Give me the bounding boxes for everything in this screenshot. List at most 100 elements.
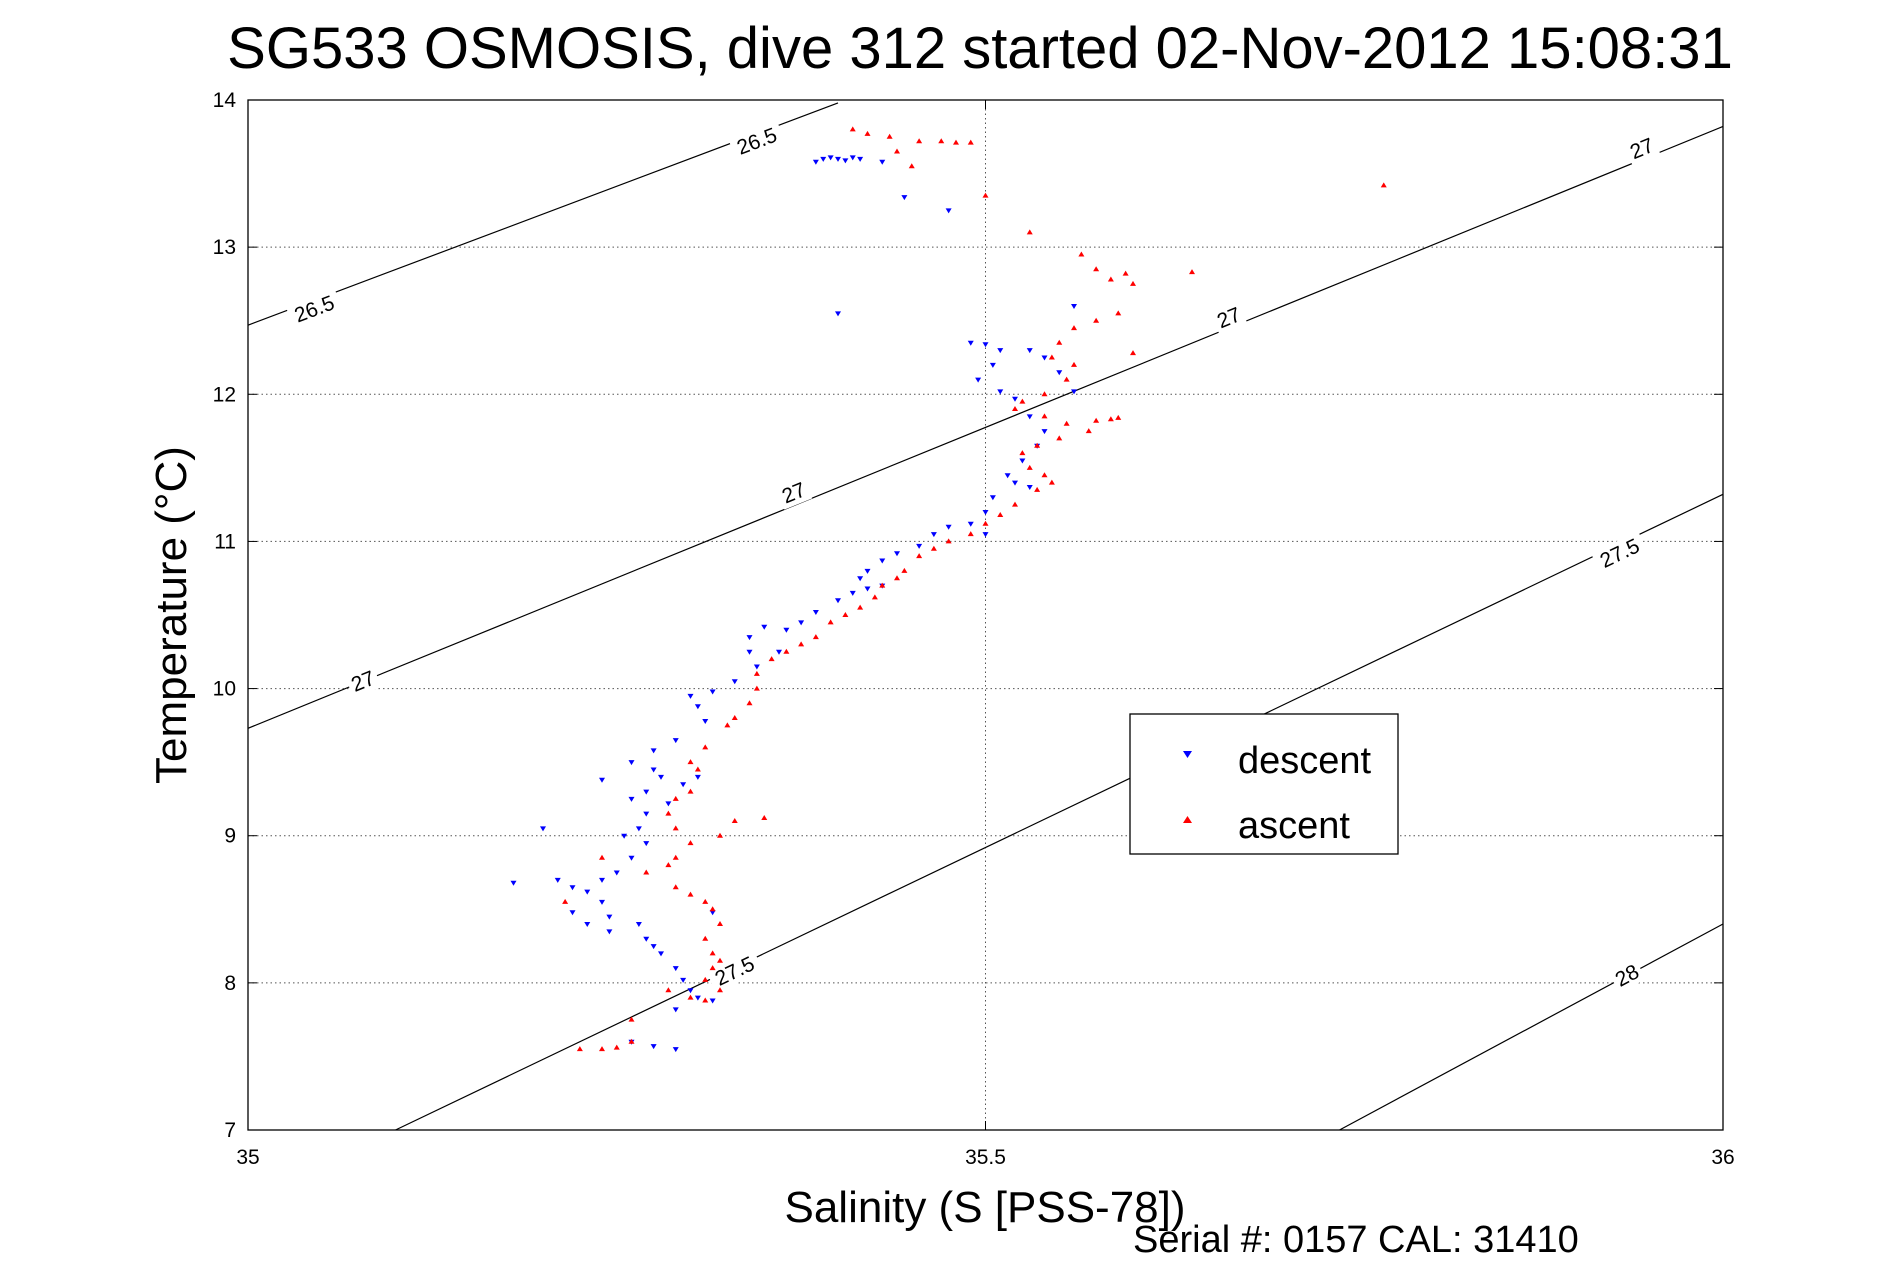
- ascent-point: [768, 656, 775, 662]
- ascent-point: [938, 138, 945, 144]
- descent-point: [731, 679, 738, 685]
- descent-point: [864, 586, 871, 592]
- ascent-point: [702, 997, 709, 1003]
- y-tick-label: 8: [224, 972, 236, 995]
- descent-point: [628, 796, 635, 802]
- descent-point: [989, 362, 996, 368]
- descent-point: [569, 885, 576, 891]
- ascent-point: [1056, 339, 1063, 345]
- ascent-point: [694, 766, 701, 772]
- y-tick-label: 9: [224, 825, 236, 848]
- descent-point: [606, 914, 613, 920]
- ascent-point: [908, 163, 915, 169]
- descent-point: [702, 718, 709, 724]
- descent-point: [761, 624, 768, 630]
- legend: descent ascent: [1129, 713, 1399, 855]
- ascent-point: [997, 511, 1004, 517]
- descent-point: [599, 899, 605, 905]
- descent-point: [709, 910, 716, 916]
- ascent-point: [1093, 266, 1100, 272]
- descent-point: [650, 944, 657, 950]
- ascent-point: [717, 921, 723, 926]
- ascent-point: [709, 950, 716, 956]
- ascent-point: [871, 594, 878, 600]
- descent-point: [967, 340, 974, 346]
- descent-point: [1041, 355, 1048, 361]
- ascent-point: [1078, 251, 1085, 257]
- descent-point: [687, 988, 694, 994]
- descent-point: [857, 156, 864, 162]
- ascent-point: [1056, 435, 1063, 441]
- ascent-point: [1012, 501, 1018, 507]
- descent-point: [540, 826, 546, 832]
- ascent-point: [672, 884, 679, 890]
- descent-point: [849, 155, 856, 161]
- descent-point: [658, 951, 664, 957]
- descent-point: [945, 208, 952, 214]
- y-tick-label: 11: [214, 530, 236, 553]
- ascent-point: [702, 935, 709, 941]
- ascent-point: [879, 582, 886, 588]
- contour-label-bg: [1623, 131, 1661, 166]
- ascent-point: [665, 810, 672, 816]
- x-axis-label: Salinity (S [PSS-78]): [784, 1183, 1185, 1232]
- ascent-point: [687, 891, 694, 897]
- descent-point: [584, 922, 591, 927]
- contour-label-bg: [775, 476, 813, 510]
- descent-point: [746, 649, 753, 655]
- ascent-point: [798, 641, 805, 647]
- x-tick-label: 35: [236, 1146, 259, 1169]
- descent-point: [635, 826, 642, 832]
- ascent-point: [1026, 229, 1033, 235]
- ascent-point: [717, 987, 723, 993]
- ascent-point: [982, 520, 989, 526]
- ascent-point: [1130, 280, 1136, 286]
- legend-marker-descent: [1183, 751, 1192, 758]
- ascent-point: [599, 854, 605, 860]
- legend-label-descent: descent: [1238, 740, 1372, 782]
- ascent-point: [864, 130, 871, 136]
- ascent-point: [982, 192, 989, 198]
- ascent-point: [687, 994, 694, 1000]
- descent-point: [835, 156, 841, 162]
- ascent-point: [953, 139, 959, 145]
- ascent-point: [1130, 350, 1136, 356]
- ascent-point: [1093, 417, 1100, 423]
- ascent-point: [886, 133, 893, 139]
- descent-point: [997, 348, 1004, 354]
- ascent-point: [613, 1044, 620, 1050]
- ascent-point: [717, 957, 723, 963]
- ascent-point: [1189, 269, 1195, 275]
- descent-point: [798, 620, 805, 626]
- ascent-point: [1034, 486, 1041, 492]
- descent-point: [643, 811, 650, 817]
- descent-point: [650, 1044, 657, 1050]
- ascent-point: [731, 818, 738, 823]
- contour-label-bg: [1591, 531, 1649, 576]
- ascent-point: [967, 139, 974, 145]
- descent-point: [643, 936, 650, 942]
- descent-point: [1026, 348, 1033, 354]
- descent-point: [1004, 473, 1011, 479]
- ascent-point: [1107, 276, 1114, 282]
- descent-point: [776, 649, 782, 655]
- descent-point: [982, 532, 989, 538]
- legend-label-ascent: ascent: [1238, 805, 1350, 847]
- ascent-point: [894, 148, 900, 154]
- descent-point: [606, 929, 613, 935]
- descent-point: [628, 760, 635, 766]
- descent-point: [643, 841, 650, 847]
- ascent-point: [1122, 270, 1129, 276]
- descent-point: [510, 880, 517, 886]
- descent-point: [827, 155, 834, 161]
- ascent-point: [702, 898, 709, 904]
- ascent-point: [724, 722, 731, 728]
- ascent-point: [894, 575, 900, 581]
- ascent-point: [643, 869, 650, 875]
- ascent-point: [967, 531, 974, 537]
- descent-point: [650, 748, 657, 754]
- ascent-point: [687, 788, 694, 794]
- descent-point: [569, 910, 576, 916]
- ascent-point: [1019, 398, 1026, 404]
- ascent-point: [1071, 361, 1077, 367]
